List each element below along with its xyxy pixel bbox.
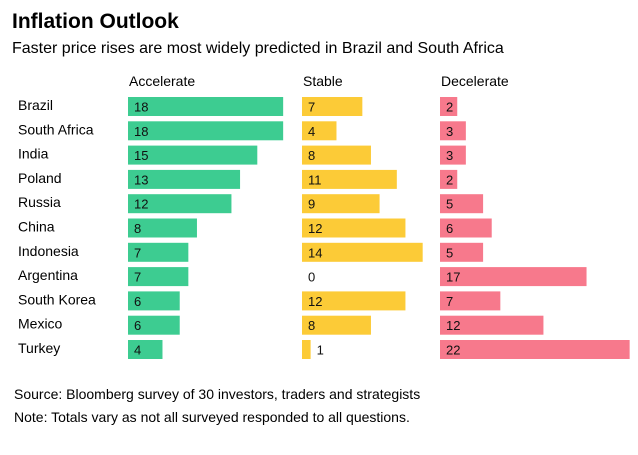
source-note: Source: Bloomberg survey of 30 investors… [14, 386, 421, 402]
category-label-india: India [18, 146, 49, 162]
value-label-accelerate-mexico: 6 [134, 318, 141, 333]
bar-stable-brazil [302, 97, 363, 116]
bar-decelerate-brazil [440, 97, 458, 116]
bar-stable-russia [302, 194, 380, 214]
value-label-decelerate-russia: 5 [446, 197, 453, 212]
bar-stable-mexico [302, 315, 371, 335]
bar-decelerate-india [440, 145, 466, 165]
bar-accelerate-indonesia [128, 242, 189, 262]
bar-decelerate-argentina [440, 267, 587, 287]
value-label-decelerate-south-africa: 3 [446, 124, 453, 139]
bar-decelerate-russia [440, 194, 484, 214]
value-label-stable-mexico: 8 [308, 318, 315, 333]
bar-decelerate-turkey [440, 340, 630, 359]
category-label-china: China [18, 219, 55, 235]
bar-accelerate-argentina [128, 267, 189, 287]
value-label-decelerate-turkey: 22 [446, 343, 460, 358]
category-label-brazil: Brazil [18, 97, 53, 113]
bar-decelerate-indonesia [440, 242, 484, 262]
chart-title: Inflation Outlook [12, 10, 179, 33]
bar-decelerate-south-africa [440, 121, 466, 141]
value-label-stable-china: 12 [308, 221, 322, 236]
value-label-stable-south-africa: 4 [308, 124, 315, 139]
category-label-mexico: Mexico [18, 316, 63, 332]
value-label-stable-russia: 9 [308, 197, 315, 212]
value-label-decelerate-south-korea: 7 [446, 294, 453, 309]
value-label-accelerate-india: 15 [134, 148, 148, 163]
value-label-stable-turkey: 1 [317, 343, 324, 358]
bar-accelerate-south-korea [128, 291, 180, 311]
footnote: Note: Totals vary as not all surveyed re… [14, 409, 410, 425]
bar-stable-indonesia [302, 242, 423, 262]
value-label-stable-argentina: 0 [308, 270, 315, 285]
bar-accelerate-south-africa [128, 121, 284, 141]
category-label-poland: Poland [18, 170, 62, 186]
value-label-decelerate-brazil: 2 [446, 100, 453, 115]
value-label-decelerate-argentina: 17 [446, 270, 460, 285]
value-label-decelerate-china: 6 [446, 221, 453, 236]
value-label-accelerate-south-africa: 18 [134, 124, 148, 139]
bar-stable-india [302, 145, 371, 165]
bar-accelerate-brazil [128, 97, 284, 116]
value-label-accelerate-indonesia: 7 [134, 245, 141, 260]
value-label-stable-india: 8 [308, 148, 315, 163]
category-label-turkey: Turkey [18, 340, 60, 356]
category-label-south-africa: South Africa [18, 121, 94, 137]
bar-decelerate-poland [440, 169, 458, 189]
chart-subtitle: Faster price rises are most widely predi… [12, 40, 504, 57]
bar-accelerate-india [128, 145, 258, 165]
value-label-stable-poland: 11 [308, 172, 322, 187]
series-header-accelerate: Accelerate [129, 73, 195, 89]
category-label-south-korea: South Korea [18, 291, 96, 307]
value-label-decelerate-poland: 2 [446, 172, 453, 187]
value-label-decelerate-indonesia: 5 [446, 245, 453, 260]
value-label-accelerate-russia: 12 [134, 197, 148, 212]
bar-accelerate-turkey [128, 340, 163, 359]
value-label-accelerate-argentina: 7 [134, 270, 141, 285]
value-label-accelerate-china: 8 [134, 221, 141, 236]
series-header-stable: Stable [303, 73, 343, 89]
value-label-accelerate-brazil: 18 [134, 100, 148, 115]
bar-decelerate-south-korea [440, 291, 501, 311]
category-label-russia: Russia [18, 194, 61, 210]
bar-accelerate-china [128, 218, 197, 238]
bar-decelerate-mexico [440, 315, 544, 335]
value-label-decelerate-mexico: 12 [446, 318, 460, 333]
bar-stable-south-africa [302, 121, 337, 141]
bar-stable-south-korea [302, 291, 406, 311]
value-label-accelerate-turkey: 4 [134, 343, 141, 358]
series-header-decelerate: Decelerate [441, 73, 509, 89]
bar-decelerate-china [440, 218, 492, 238]
value-label-stable-indonesia: 14 [308, 245, 322, 260]
bar-stable-poland [302, 169, 397, 189]
value-label-accelerate-poland: 13 [134, 172, 148, 187]
value-label-stable-brazil: 7 [308, 100, 315, 115]
bar-accelerate-poland [128, 169, 241, 189]
value-label-stable-south-korea: 12 [308, 294, 322, 309]
value-label-decelerate-india: 3 [446, 148, 453, 163]
bar-stable-china [302, 218, 406, 238]
bar-accelerate-mexico [128, 315, 180, 335]
category-label-argentina: Argentina [18, 267, 78, 283]
value-label-accelerate-south-korea: 6 [134, 294, 141, 309]
bar-accelerate-russia [128, 194, 232, 214]
category-label-indonesia: Indonesia [18, 243, 79, 259]
bar-stable-turkey [302, 340, 311, 359]
